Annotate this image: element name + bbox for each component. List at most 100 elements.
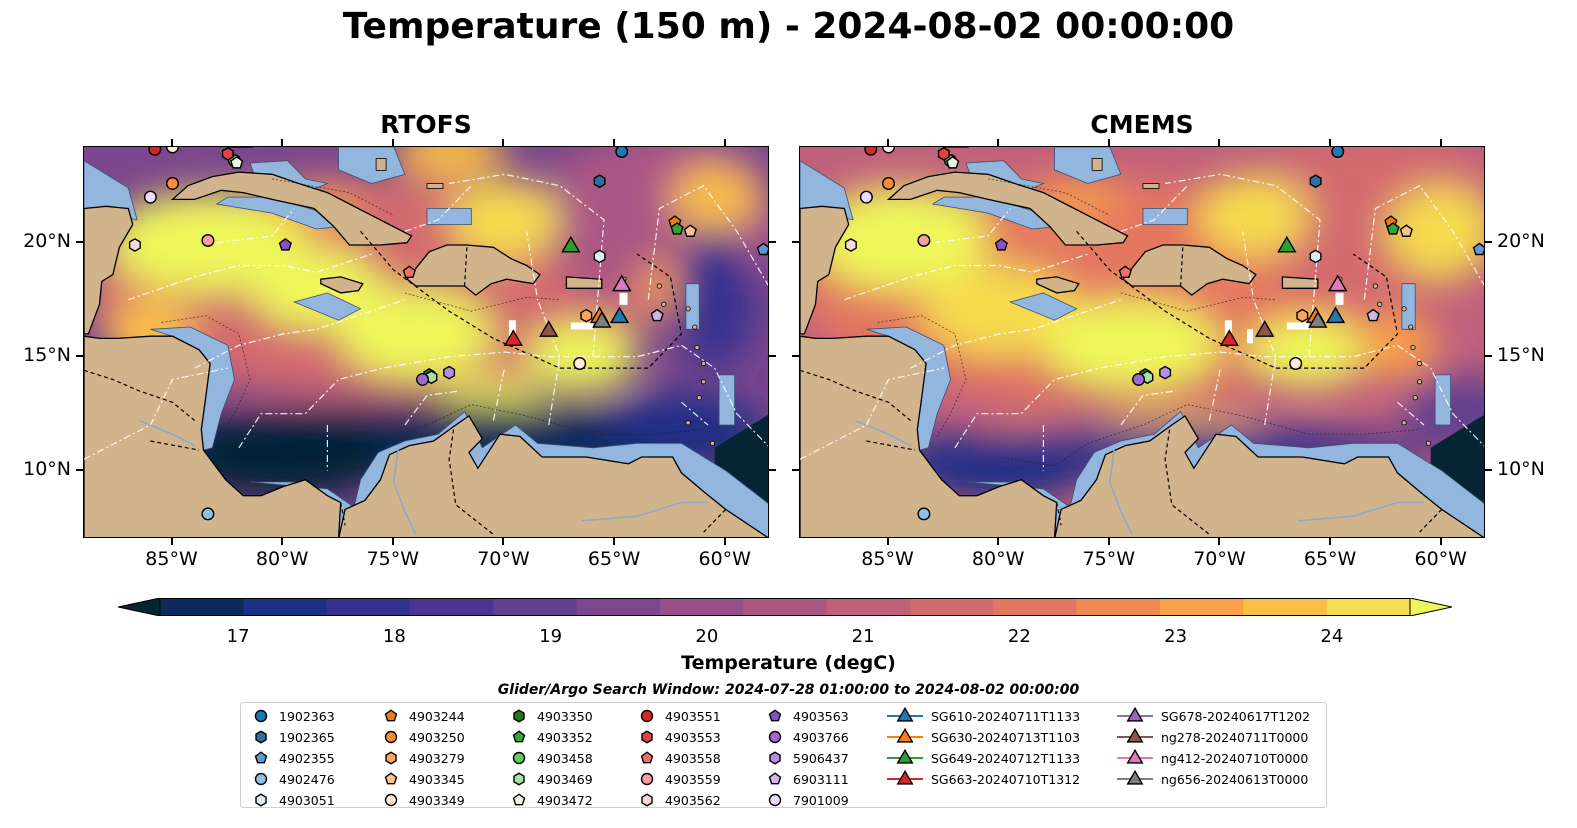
lon-tick-label: 65°W <box>587 548 641 570</box>
lon-tick-label: 70°W <box>1193 548 1246 570</box>
legend-marker-circle <box>512 751 526 765</box>
country-borders <box>84 230 727 535</box>
tick-mark <box>723 139 726 146</box>
argo-marker-4903051 <box>593 249 606 264</box>
colorbar-bin <box>326 598 411 616</box>
legend-marker-triangle <box>1126 748 1144 764</box>
legend-entry: 6903111 <box>765 769 849 789</box>
legend-entry-label: ng278-20240711T0000 <box>1161 729 1309 745</box>
legend-marker-hexagon <box>513 772 525 786</box>
rivers <box>854 419 1424 535</box>
lat-tick-label: 15°N <box>23 343 71 366</box>
tick-mark <box>502 139 505 146</box>
argo-marker-6903111 <box>650 308 664 322</box>
legend-entry: 4902476 <box>251 769 335 789</box>
tick-mark <box>76 240 83 243</box>
legend: 1902363 1902365 4902355 4902476 4903051 49032… <box>240 702 1327 808</box>
glider-marker-SG663-20240710T1312 <box>1219 329 1239 346</box>
colorbar-tick-label: 19 <box>539 626 563 647</box>
argo-marker-4902476 <box>917 507 931 521</box>
lon-tick-label: 75°W <box>366 548 420 570</box>
tick-mark <box>1107 538 1110 545</box>
lon-tick-label: 75°W <box>1082 548 1136 570</box>
legend-entry-label: ng656-20240613T0000 <box>1161 771 1309 787</box>
argo-marker-4903345 <box>1399 224 1413 237</box>
tick-mark <box>391 538 394 545</box>
colorbar-extend-min <box>117 597 161 617</box>
legend-marker-circle <box>640 709 654 723</box>
tick-mark <box>170 139 173 146</box>
tick-mark <box>391 139 394 146</box>
lon-tick-label: 70°W <box>477 548 530 570</box>
tick-mark <box>502 538 505 545</box>
legend-entry: 4902355 <box>251 748 335 768</box>
legend-entry: 4903349 <box>381 790 465 810</box>
argo-marker-4903250 <box>882 176 896 190</box>
argo-marker-7901009 <box>143 190 157 204</box>
observation-markers <box>128 147 768 521</box>
glider-marker-ng412-20240710T0000 <box>612 274 632 292</box>
tick-mark <box>769 468 776 471</box>
argo-marker-4903051 <box>1309 249 1322 264</box>
glider-marker-SG649-20240712T1133 <box>1277 235 1297 253</box>
tick-mark <box>997 139 1000 146</box>
argo-marker-4903551 <box>148 147 162 156</box>
argo-marker-4902355 <box>1472 242 1484 256</box>
tick-mark <box>1329 538 1332 545</box>
map-cmems[interactable] <box>799 146 1485 538</box>
colorbar-bin <box>1076 598 1161 616</box>
legend-marker-pentagon <box>254 751 268 764</box>
glider-marker-ng278-20240711T0000 <box>1255 320 1275 337</box>
argo-marker-4903553 <box>937 147 950 161</box>
legend-marker-hexagon <box>385 751 397 765</box>
argo-marker-4903472 <box>230 155 244 169</box>
argo-marker-4903553 <box>221 147 234 161</box>
legend-marker-pentagon <box>640 751 654 764</box>
argo-marker-4903279 <box>1296 308 1309 323</box>
legend-marker-circle <box>768 793 782 807</box>
legend-entry-label: 4903551 <box>665 708 721 724</box>
colorbar-bin <box>743 598 828 616</box>
legend-entry-label: 1902365 <box>279 729 335 745</box>
colorbar <box>117 597 1453 620</box>
glider-marker-SG610-20240711T1133 <box>609 306 630 324</box>
legend-entry: SG663-20240710T1312 <box>887 769 1080 789</box>
argo-marker-4903352 <box>670 222 684 235</box>
tick-mark <box>1485 468 1492 471</box>
legend-entry-label: SG630-20240713T1103 <box>931 729 1081 745</box>
legend-entry-label: 4903051 <box>279 792 335 808</box>
legend-entry-label: SG610-20240711T1133 <box>931 708 1081 724</box>
legend-entry-label: 4903472 <box>537 792 593 808</box>
lon-tick-label: 60°W <box>698 548 751 570</box>
legend-entry-label: 6903111 <box>793 771 849 787</box>
legend-marker-triangle <box>1126 706 1144 722</box>
legend-marker-hexagon <box>255 730 267 744</box>
argo-marker-4903349 <box>166 147 180 154</box>
argo-marker-4903559 <box>573 357 587 371</box>
legend-entry: SG649-20240712T1133 <box>887 748 1080 768</box>
argo-marker-4903562 <box>128 238 141 252</box>
legend-entry-label: SG678-20240617T1202 <box>1161 708 1311 724</box>
tick-mark <box>792 354 799 357</box>
lat-tick-label: 15°N <box>1497 343 1545 366</box>
legend-entry: 1902365 <box>251 727 335 747</box>
map-rtofs[interactable] <box>83 146 769 538</box>
colorbar-tick-label: 20 <box>695 626 719 647</box>
legend-marker-hexagon <box>513 709 525 723</box>
colorbar-tick-label: 21 <box>851 626 875 647</box>
eez-boundaries <box>800 173 1484 471</box>
legend-marker-hexagon <box>769 751 781 765</box>
land-mass <box>800 147 1484 537</box>
panel-title-cmems: CMEMS <box>1090 110 1194 139</box>
colorbar-bin <box>1160 598 1244 616</box>
tick-mark <box>1485 240 1492 243</box>
legend-entry: 4903352 <box>509 727 593 747</box>
tick-mark <box>281 538 284 545</box>
argo-marker-1902365 <box>593 174 606 189</box>
argo-marker-4902476 <box>201 507 215 521</box>
lat-tick-label: 20°N <box>23 229 71 252</box>
argo-marker-4903352 <box>1386 222 1400 235</box>
legend-entry-label: 4903766 <box>793 729 849 745</box>
colorbar-tick-label: 22 <box>1007 626 1031 647</box>
tick-mark <box>886 538 889 545</box>
